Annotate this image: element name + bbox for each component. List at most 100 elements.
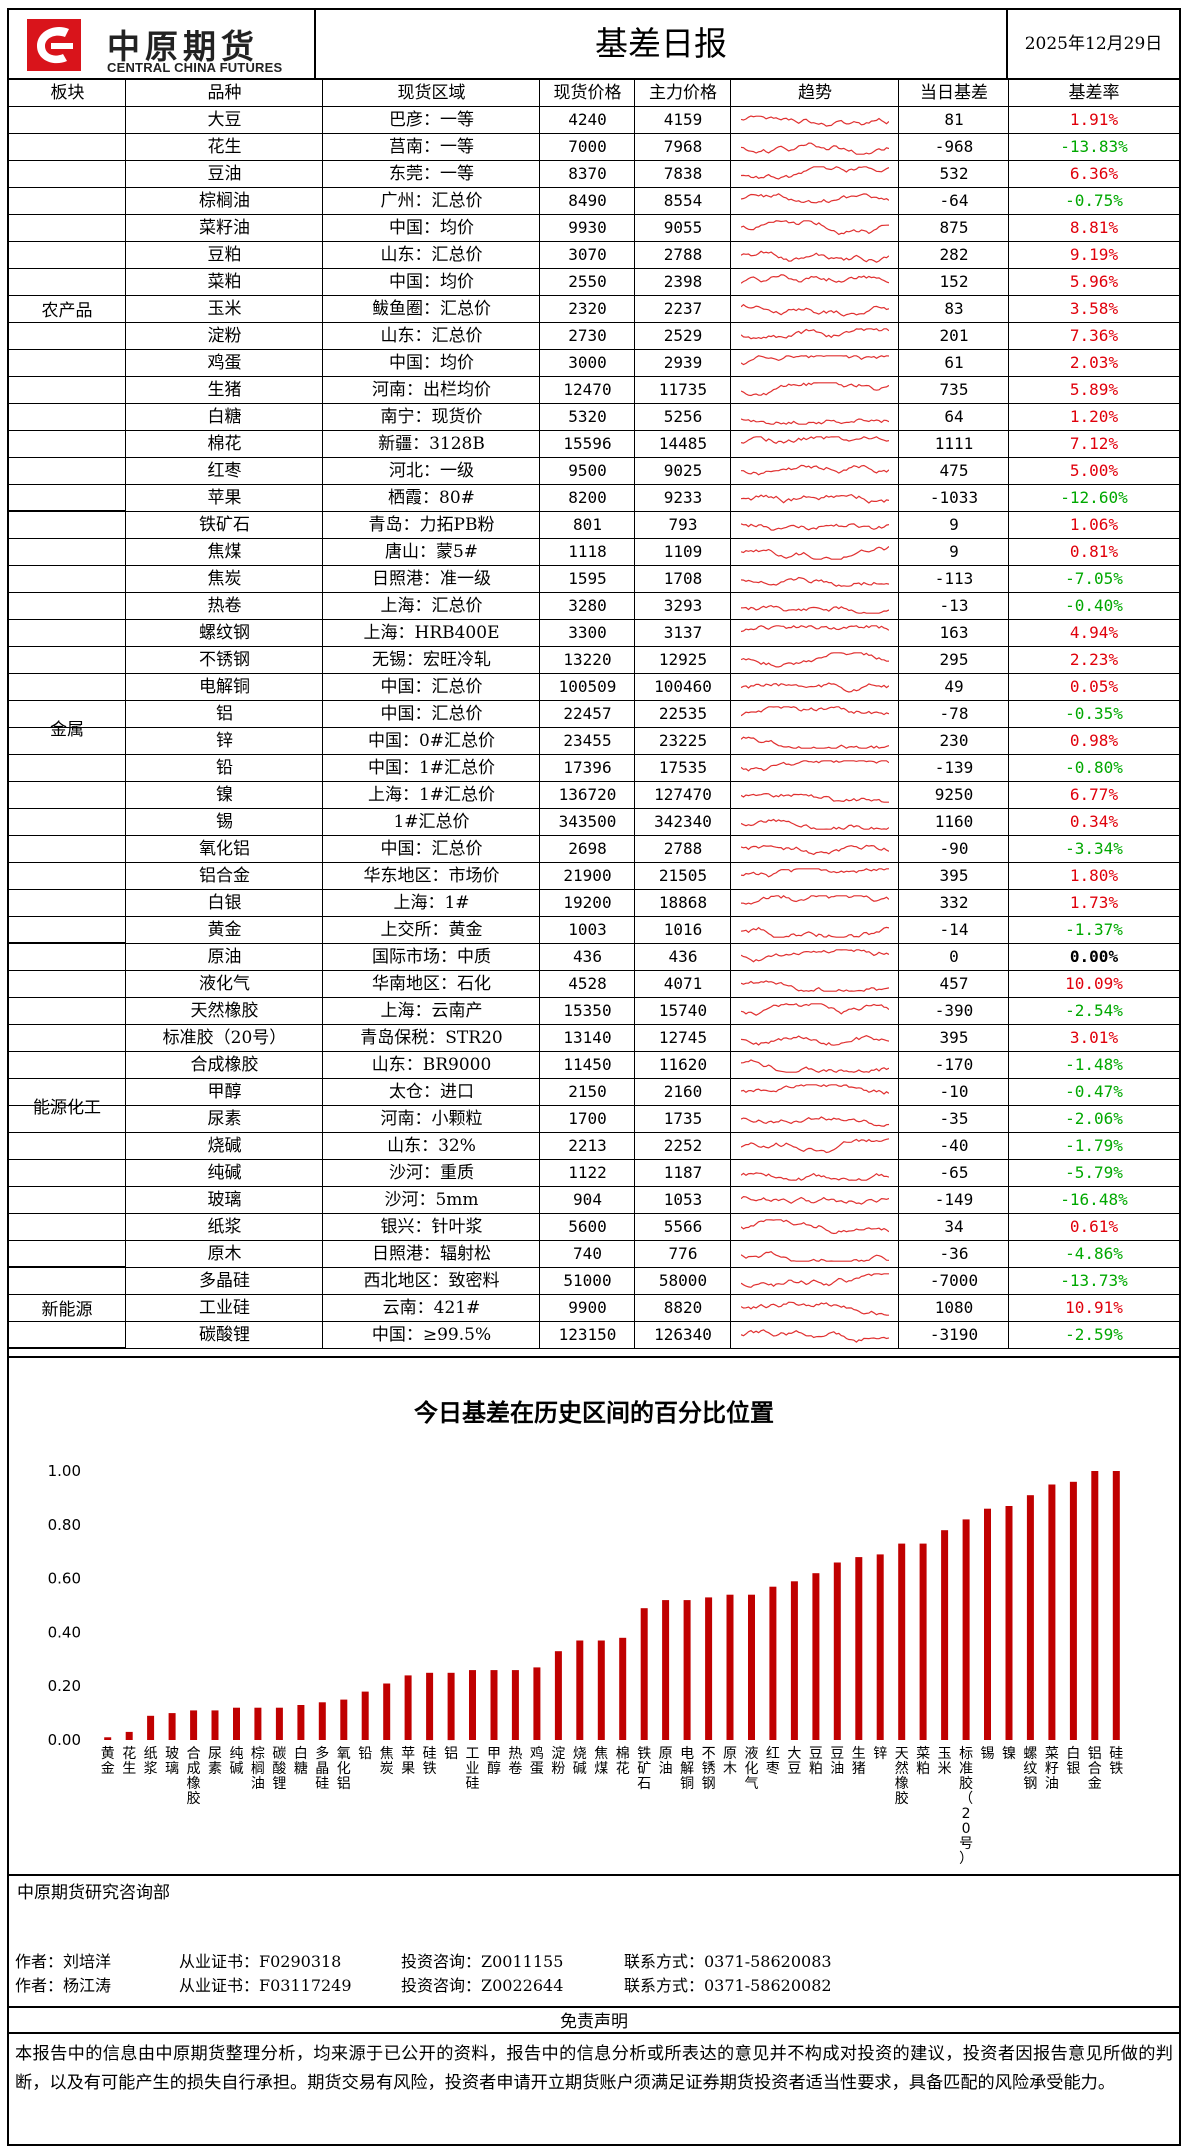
col-main: 436 — [668, 947, 698, 966]
col-main: 4071 — [663, 974, 703, 993]
col-region: 中国：均价 — [389, 353, 474, 373]
y-tick-label: 0.40 — [48, 1623, 81, 1641]
col-item: 合成橡胶 — [190, 1055, 259, 1075]
y-tick-label: 0.00 — [48, 1731, 81, 1749]
table-row: 锡 1#汇总价 343500 342340 1160 0.34% — [9, 809, 1179, 836]
table-row: 菜籽油 中国：均价 9930 9055 875 8.81% — [9, 215, 1179, 242]
chart-bar — [683, 1600, 691, 1740]
x-tick-label: 苹果 — [401, 1746, 415, 1777]
chart-bar — [340, 1699, 348, 1740]
table-row: 白银 上海：1# 19200 18868 332 1.73% — [9, 890, 1179, 917]
col-rate: 4.94% — [1069, 623, 1119, 642]
col-basis: -40 — [939, 1136, 969, 1155]
trend-sparkline — [741, 1251, 889, 1262]
table-row: 铝合金 华东地区：市场价 21900 21505 395 1.80% — [9, 863, 1179, 890]
col-spot: 2730 — [568, 326, 607, 345]
col-rate: 1.20% — [1069, 407, 1119, 426]
table-row: 花生 莒南：一等 7000 7968 -968 -13.83% — [9, 134, 1179, 161]
column-divider — [730, 80, 731, 1349]
x-tick-label: 尿素 — [208, 1746, 222, 1777]
chart-bar — [984, 1508, 991, 1740]
col-region: 华南地区：石化 — [372, 974, 491, 994]
col-basis: -90 — [939, 839, 969, 858]
trend-sparkline — [741, 220, 889, 236]
col-item: 菜籽油 — [199, 218, 250, 238]
col-rate: 0.81% — [1069, 542, 1119, 561]
col-spot: 8490 — [568, 191, 607, 210]
chart-bar — [318, 1702, 326, 1740]
percentile-chart: 今日基差在历史区间的百分比位置 0.00 0.20 0.40 0.60 0.80 1.00… — [9, 1356, 1179, 1876]
col-basis: -3190 — [929, 1325, 979, 1344]
col-region-header: 现货区域 — [397, 83, 466, 103]
col-rate: -0.35% — [1065, 704, 1123, 723]
col-rate: -0.75% — [1065, 191, 1123, 210]
x-tick-label: 生猪 — [852, 1746, 866, 1777]
col-main: 2788 — [663, 839, 703, 858]
col-region: 无锡：宏旺冷轧 — [372, 650, 491, 670]
col-basis: 152 — [939, 272, 969, 291]
col-rate: 10.09% — [1065, 974, 1123, 993]
col-spot: 17396 — [563, 758, 612, 777]
col-item: 天然橡胶 — [190, 1001, 259, 1021]
col-spot: 740 — [573, 1244, 602, 1263]
trend-sparkline — [741, 1116, 889, 1127]
col-rate: 1.06% — [1069, 515, 1119, 534]
chart-bar — [919, 1543, 927, 1740]
y-tick-label: 1.00 — [48, 1462, 81, 1480]
trend-sparkline — [741, 166, 889, 180]
column-divider — [1008, 80, 1009, 1349]
x-tick-label: 锡 — [981, 1746, 995, 1762]
col-rate-header: 基差率 — [1068, 83, 1120, 103]
col-region: 山东：BR9000 — [371, 1055, 492, 1075]
x-tick-label: 不锈钢 — [702, 1746, 716, 1792]
col-basis: 735 — [939, 380, 969, 399]
table-row: 铝 中国：汇总价 22457 22535 -78 -0.35% — [9, 701, 1179, 728]
col-main: 100460 — [654, 677, 712, 696]
col-item: 尿素 — [207, 1109, 242, 1129]
table-row: 铅 中国：1#汇总价 17396 17535 -139 -0.80% — [9, 755, 1179, 782]
x-tick-label: 氧化铝 — [337, 1746, 351, 1792]
x-tick-label: 烧碱 — [573, 1746, 587, 1777]
col-spot: 1118 — [568, 542, 607, 561]
col-item: 菜粕 — [207, 272, 242, 292]
chart-bar — [125, 1731, 133, 1740]
col-spot: 1122 — [568, 1163, 607, 1182]
col-item: 红枣 — [207, 461, 242, 481]
col-region: 中国：1#汇总价 — [367, 758, 496, 778]
col-rate: -4.86% — [1065, 1244, 1123, 1263]
table-row: 不锈钢 无锡：宏旺冷轧 13220 12925 295 2.23% — [9, 647, 1179, 674]
x-tick-label: 玉米 — [938, 1746, 952, 1777]
col-region: 南宁：现货价 — [380, 407, 483, 427]
col-main: 21505 — [658, 866, 708, 885]
col-spot: 15350 — [563, 1001, 612, 1020]
col-spot: 4528 — [568, 974, 607, 993]
col-item: 花生 — [207, 137, 242, 157]
column-divider — [322, 80, 323, 1349]
table-row: 豆油 东莞：一等 8370 7838 532 6.36% — [9, 161, 1179, 188]
table-row: 豆粕 山东：汇总价 3070 2788 282 9.19% — [9, 242, 1179, 269]
col-spot: 8200 — [568, 488, 607, 507]
trend-sparkline — [741, 1195, 889, 1205]
col-item: 原木 — [207, 1244, 242, 1264]
col-basis: 0 — [949, 947, 959, 966]
col-region: 山东：汇总价 — [380, 245, 483, 265]
col-region: 莒南：一等 — [389, 137, 474, 157]
x-tick-label: 铝 — [444, 1746, 458, 1762]
col-main: 11735 — [658, 380, 708, 399]
col-item: 锡 — [216, 812, 233, 832]
trend-sparkline — [741, 142, 889, 155]
author-license: 从业证书：F0290318 — [179, 1952, 342, 1971]
col-rate: -1.79% — [1065, 1136, 1123, 1155]
author-row: 作者：杨江涛 从业证书：F03117249 投资咨询：Z0022644 联系方式… — [9, 1974, 1179, 1998]
col-region: 日照港：辐射松 — [372, 1244, 491, 1264]
col-spot: 22457 — [563, 704, 612, 723]
col-spot: 904 — [573, 1190, 602, 1209]
col-main: 126340 — [654, 1325, 712, 1344]
trend-sparkline — [741, 523, 889, 531]
chart-bar — [855, 1557, 863, 1740]
col-item: 烧碱 — [207, 1136, 242, 1156]
col-spot: 436 — [573, 947, 602, 966]
author-advisory: 投资咨询：Z0011155 — [401, 1952, 564, 1971]
col-rate: 0.98% — [1069, 731, 1119, 750]
chart-bar — [297, 1705, 305, 1740]
